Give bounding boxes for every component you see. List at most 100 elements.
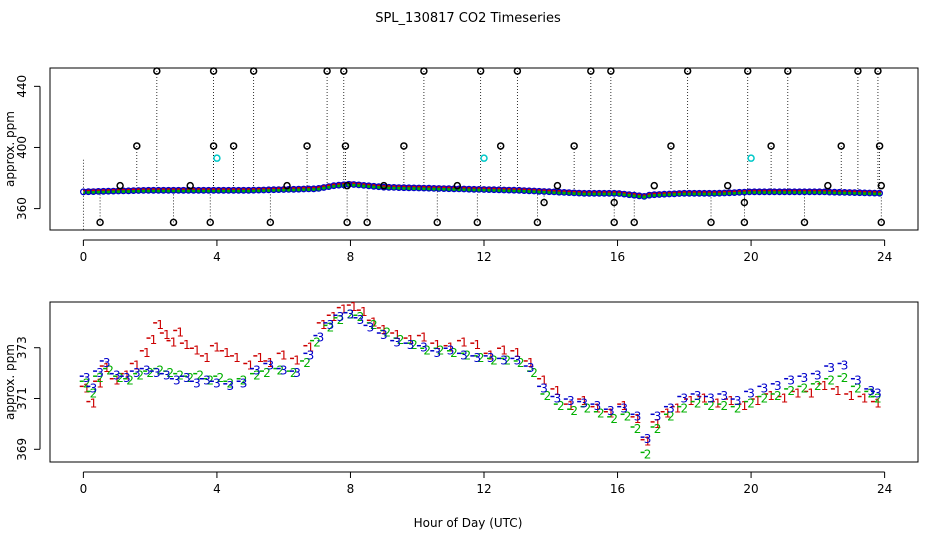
series-2-point: 2 — [624, 409, 632, 423]
series-2-point: 2 — [867, 386, 875, 400]
series-2-point: 2 — [517, 356, 525, 370]
series-3-point: 3 — [814, 369, 822, 383]
series-1-point: 1 — [193, 343, 201, 357]
series-2-point: 2 — [240, 374, 248, 388]
series-1-point: 1 — [767, 389, 775, 403]
series-2-point: 2 — [347, 308, 355, 322]
series-3-point: 3 — [280, 364, 288, 378]
baseline-point — [145, 186, 152, 194]
x-tick-label: 24 — [877, 250, 892, 264]
outlier-point — [824, 181, 832, 190]
y-tick-label: 440 — [15, 75, 29, 98]
series-1-point: 1 — [447, 341, 455, 355]
y-axis-title: approx. ppm — [3, 111, 17, 187]
series-2-point: 2 — [277, 364, 285, 378]
outlier-point — [433, 218, 442, 227]
series-1-point: 1 — [500, 343, 508, 357]
outlier-point — [587, 67, 595, 75]
series-3-point: 3 — [96, 366, 104, 380]
baseline-point — [180, 186, 187, 194]
series-1-point: 1 — [123, 369, 131, 383]
series-2-point: 2 — [136, 369, 144, 383]
outlier-point — [784, 67, 792, 75]
series-2-point: 2 — [584, 402, 592, 416]
series-2-point: 2 — [634, 422, 642, 436]
series-2-point: 2 — [357, 310, 365, 324]
series-2-point: 2 — [226, 376, 234, 390]
series-1-point: 1 — [741, 399, 749, 413]
plot-frame — [49, 67, 919, 231]
outlier-point — [553, 181, 562, 190]
series-3-point: 3 — [433, 346, 441, 360]
series-2-point: 2 — [694, 397, 702, 411]
series-1-point: 1 — [874, 397, 882, 411]
series-3-point: 3 — [226, 379, 234, 393]
series-3-point: 3 — [143, 364, 151, 378]
outlier-point — [209, 67, 218, 75]
outlier-point — [266, 218, 275, 227]
outlier-point — [133, 142, 141, 150]
series-3-point: 3 — [163, 369, 171, 383]
series-3-point: 3 — [327, 318, 335, 332]
series-3-point: 3 — [193, 376, 201, 390]
series-1-point: 1 — [83, 381, 91, 395]
series-3-point: 3 — [487, 351, 495, 365]
series-1-point: 1 — [527, 356, 535, 370]
series-1-point: 1 — [267, 356, 275, 370]
series-3-point: 3 — [500, 353, 508, 367]
series-1-point: 1 — [567, 399, 575, 413]
series-1-point: 1 — [847, 389, 855, 403]
outlier-point — [650, 181, 659, 190]
series-1-point: 1 — [487, 348, 495, 362]
series-1-point: 1 — [460, 336, 468, 350]
x-tick-label: 20 — [743, 482, 758, 496]
series-1-point: 1 — [370, 315, 378, 329]
series-1-point: 1 — [246, 358, 254, 372]
series-1-point: 1 — [393, 328, 401, 342]
series-3-point: 3 — [787, 374, 795, 388]
series-2-point: 2 — [747, 397, 755, 411]
x-tick-label: 4 — [213, 482, 221, 496]
series-3-point: 3 — [721, 389, 729, 403]
series-2-point: 2 — [126, 374, 134, 388]
outlier-point — [209, 142, 218, 150]
outlier-point — [610, 198, 618, 207]
x-tick-label: 0 — [80, 250, 88, 264]
series-3-point: 3 — [393, 336, 401, 350]
series-1-point: 1 — [350, 300, 358, 314]
series-2-point: 2 — [827, 374, 835, 388]
series-2-point: 2 — [721, 399, 729, 413]
series-1-point: 1 — [280, 348, 288, 362]
series-1-point: 1 — [420, 331, 428, 345]
series-1-point: 1 — [360, 305, 368, 319]
baseline-point — [220, 186, 228, 194]
baseline-point — [230, 186, 238, 194]
baseline-point — [205, 186, 213, 194]
series-2-point: 2 — [106, 364, 114, 378]
series-2-point: 2 — [313, 336, 321, 350]
series-3-point: 3 — [620, 402, 628, 416]
outlier-point — [740, 218, 749, 227]
series-3-point: 3 — [707, 392, 715, 406]
series-2-point: 2 — [734, 402, 742, 416]
series-2-point: 2 — [570, 404, 578, 418]
outlier-point — [169, 218, 178, 227]
series-2-point: 2 — [680, 402, 688, 416]
series-2-point: 2 — [787, 384, 795, 398]
outlier-point — [116, 181, 124, 190]
baseline-point — [876, 189, 883, 197]
series-3-point: 3 — [307, 348, 315, 362]
series-3-point: 3 — [841, 358, 849, 372]
series-3-point: 3 — [83, 371, 91, 385]
series-2-point: 2 — [814, 379, 822, 393]
series-2-point: 2 — [707, 399, 715, 413]
series-2-point: 2 — [116, 371, 124, 385]
series-3-point: 3 — [153, 366, 161, 380]
series-1-point: 1 — [170, 336, 178, 350]
series-3-point: 3 — [654, 409, 662, 423]
y-tick-label: 369 — [15, 438, 29, 461]
outlier-point — [667, 142, 675, 150]
series-1-point: 1 — [433, 338, 441, 352]
series-3-point: 3 — [213, 376, 221, 390]
series-3-point: 3 — [317, 331, 325, 345]
